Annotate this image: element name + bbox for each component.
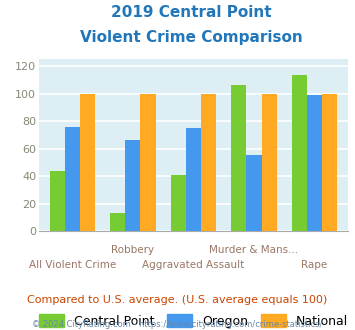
- Text: Violent Crime Comparison: Violent Crime Comparison: [80, 30, 303, 45]
- Bar: [186, 128, 201, 231]
- Bar: [65, 127, 80, 231]
- Text: All Violent Crime: All Violent Crime: [29, 260, 116, 270]
- Legend: Central Point, Oregon, National: Central Point, Oregon, National: [39, 314, 348, 328]
- Text: Compared to U.S. average. (U.S. average equals 100): Compared to U.S. average. (U.S. average …: [27, 295, 328, 305]
- Bar: [171, 175, 186, 231]
- Bar: [262, 94, 277, 231]
- Bar: [201, 94, 216, 231]
- Bar: [110, 213, 125, 231]
- Text: Robbery: Robbery: [111, 245, 154, 255]
- Text: Murder & Mans...: Murder & Mans...: [209, 245, 299, 255]
- Bar: [50, 171, 65, 231]
- Bar: [322, 94, 337, 231]
- Text: Rape: Rape: [301, 260, 328, 270]
- Bar: [125, 140, 141, 231]
- Bar: [141, 94, 155, 231]
- Text: Aggravated Assault: Aggravated Assault: [142, 260, 245, 270]
- Bar: [292, 75, 307, 231]
- Text: 2019 Central Point: 2019 Central Point: [111, 5, 272, 20]
- Text: © 2024 CityRating.com - https://www.cityrating.com/crime-statistics/: © 2024 CityRating.com - https://www.city…: [32, 320, 323, 329]
- Bar: [307, 95, 322, 231]
- Bar: [80, 94, 95, 231]
- Bar: [246, 155, 262, 231]
- Bar: [231, 85, 246, 231]
